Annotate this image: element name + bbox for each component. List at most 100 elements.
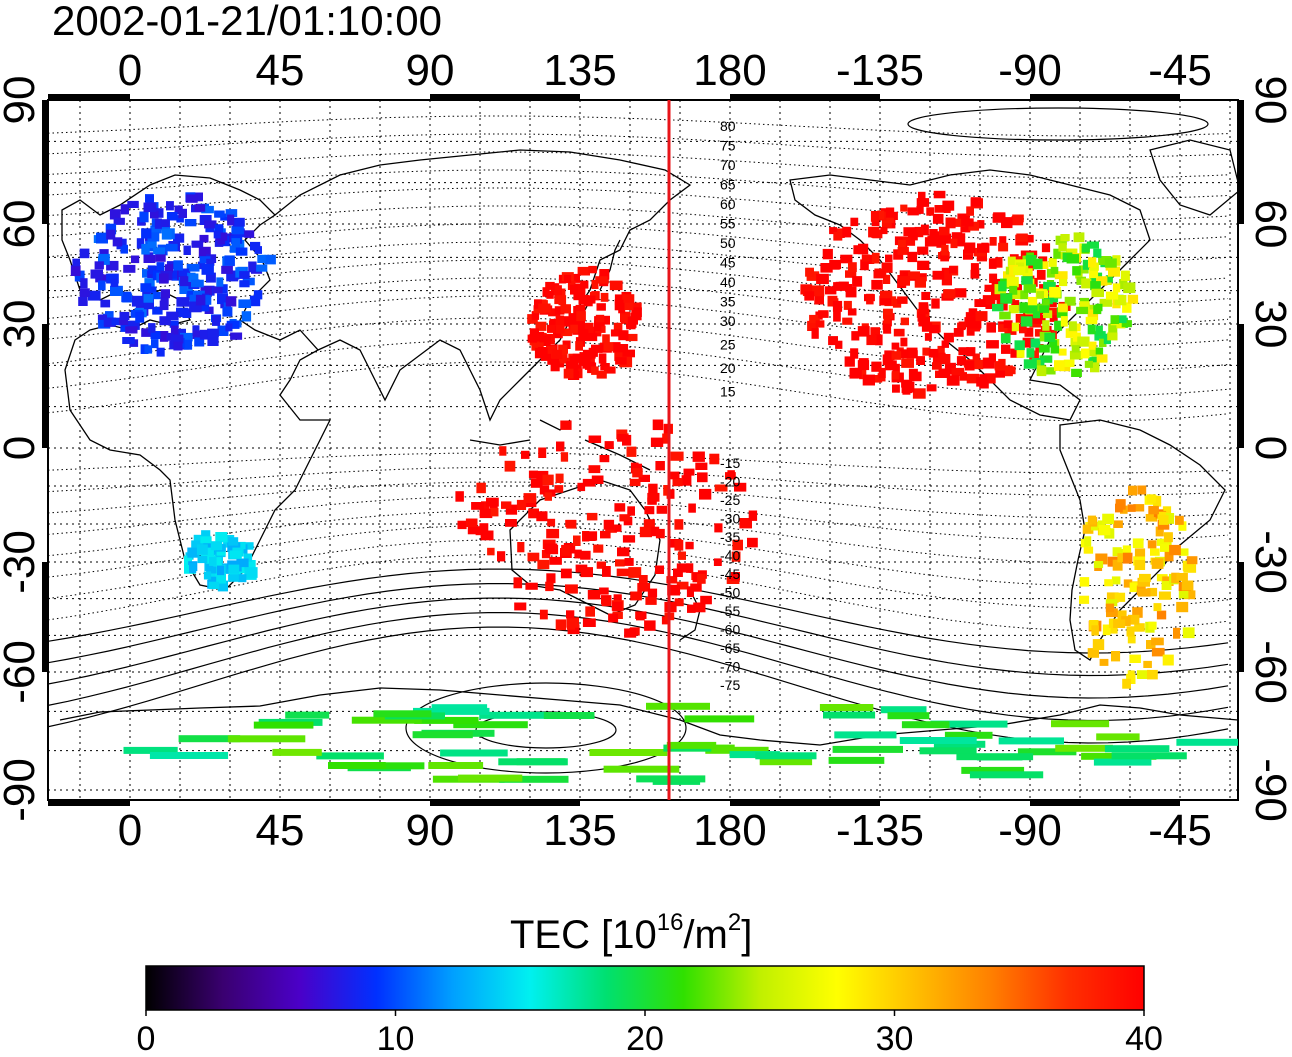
tec-cell [834,731,897,739]
tec-cell [974,359,984,370]
tec-cell [1044,332,1056,342]
tec-cell [539,485,550,495]
tec-cell [239,280,250,288]
tec-cell [686,563,694,573]
tec-cell [1027,263,1034,271]
tec-cell [800,284,813,295]
tec-cell [875,334,883,346]
tec-cell [191,540,204,548]
tec-cell [199,234,209,243]
tec-cell [156,347,165,357]
tec-cell [643,519,655,528]
tec-cell [1065,328,1078,338]
left-lat-label: -90 [0,758,44,822]
tec-cell [453,721,528,729]
tec-cell [1127,614,1140,625]
tec-cell [530,478,543,488]
tec-cell [127,320,140,330]
tec-cell [1107,332,1118,341]
tec-cell [148,323,156,333]
right-lat-label: -60 [1246,640,1292,704]
contour-label: 20 [720,360,736,376]
tec-cell [829,227,838,235]
tec-cell [106,260,119,271]
tec-cell [1020,316,1033,327]
tec-cell [543,712,595,719]
colorbar-title-sup2: 2 [728,909,741,936]
tec-cell [628,567,642,578]
tec-cell [619,514,630,522]
tec-cell [900,204,908,212]
tec-cell [476,482,486,494]
tec-cell [1122,302,1132,313]
tec-cell [1042,299,1050,308]
tec-cell [1079,301,1090,312]
tec-cell [666,489,675,499]
tec-cell [1128,485,1137,496]
tec-cell [687,604,696,613]
tec-cell [909,371,922,382]
tec-cell [243,542,254,550]
tec-cell [901,358,914,368]
tec-cell [184,555,192,567]
tec-cell [548,308,561,317]
right-lat-label: 90 [1246,76,1292,125]
left-lat-labels: 90 60 30 0 -30 -60 -90 [0,76,44,822]
tec-cell [563,368,574,379]
tec-cell [546,545,559,555]
bottom-lon-label: 90 [406,806,455,855]
right-lat-label: -90 [1246,758,1292,822]
tec-cell [1106,592,1119,603]
tec-cell [713,558,722,566]
tec-cell [1064,296,1076,306]
tec-cell [827,295,838,307]
tec-cell [870,327,880,337]
frame-bar-right [1238,562,1244,672]
tec-cell [229,550,242,559]
tec-cell [1182,627,1195,639]
tec-cell [949,266,958,274]
tec-cell [918,316,930,327]
tec-cell [1060,234,1070,242]
tec-cell [1081,243,1090,252]
tec-cell [178,268,189,277]
tec-cell [945,217,956,229]
tec-cell [674,598,684,607]
tec-cell [924,237,938,247]
tec-cell [197,555,208,564]
tec-cell [580,280,589,289]
bottom-lon-label: 135 [543,806,616,855]
contour-line [48,597,1229,699]
tec-cell [1176,738,1238,746]
tec-cell [985,300,993,309]
tec-cell [217,565,225,576]
tec-cell [1020,290,1029,300]
tec-cell [527,552,540,562]
tec-cell [1054,320,1063,331]
top-lon-label: -90 [998,46,1062,95]
top-lon-label: -135 [836,46,924,95]
tec-cell [558,344,568,356]
tec-cell [235,247,248,256]
tec-cell [201,205,214,214]
tec-cell [842,317,853,325]
tec-cell [1025,255,1037,266]
tec-cell [231,226,244,235]
tec-cell [1058,348,1067,356]
tec-cell [809,314,820,323]
tec-cell [674,540,684,551]
tec-cell [932,352,946,363]
tec-cell [602,566,611,577]
contour-label: -30 [720,511,740,527]
tec-cell [832,745,903,753]
tec-cell [857,360,870,371]
tec-cell [1111,651,1121,662]
tec-cell [227,214,235,226]
tec-cell [917,246,929,255]
tec-cell [120,204,129,215]
tec-cell [585,606,595,617]
tec-cell [208,581,220,590]
tec-cell [970,269,980,279]
tec-cell [697,573,706,584]
tec-cell [1033,303,1044,312]
